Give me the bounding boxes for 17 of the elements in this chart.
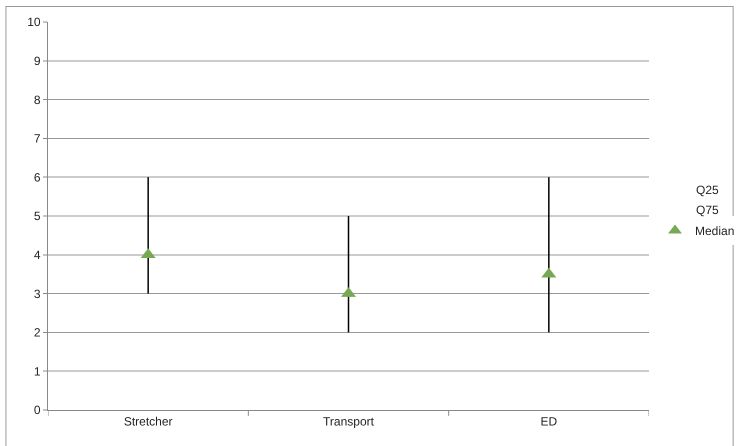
y-tick-label: 7 (34, 132, 41, 146)
x-tick-label: Transport (323, 414, 375, 428)
y-tick-label: 2 (34, 326, 41, 340)
y-tick-label: 5 (34, 209, 41, 224)
y-tick-label: 6 (34, 170, 41, 184)
y-tick-label: 3 (34, 286, 41, 301)
text: Q25 (696, 183, 720, 197)
y-tick-label: 0 (34, 403, 41, 418)
text: Q75 (696, 203, 720, 217)
y-tick-label: 9 (34, 54, 41, 68)
y-tick-label: 1 (34, 364, 41, 378)
y-tick-label: 4 (34, 248, 41, 262)
legend-label: Median (695, 224, 734, 238)
x-tick-label: ED (540, 414, 558, 428)
x-tick-label: Stretcher (124, 414, 173, 428)
y-tick-label: 10 (27, 15, 41, 30)
y-tick-label: 8 (34, 92, 41, 107)
